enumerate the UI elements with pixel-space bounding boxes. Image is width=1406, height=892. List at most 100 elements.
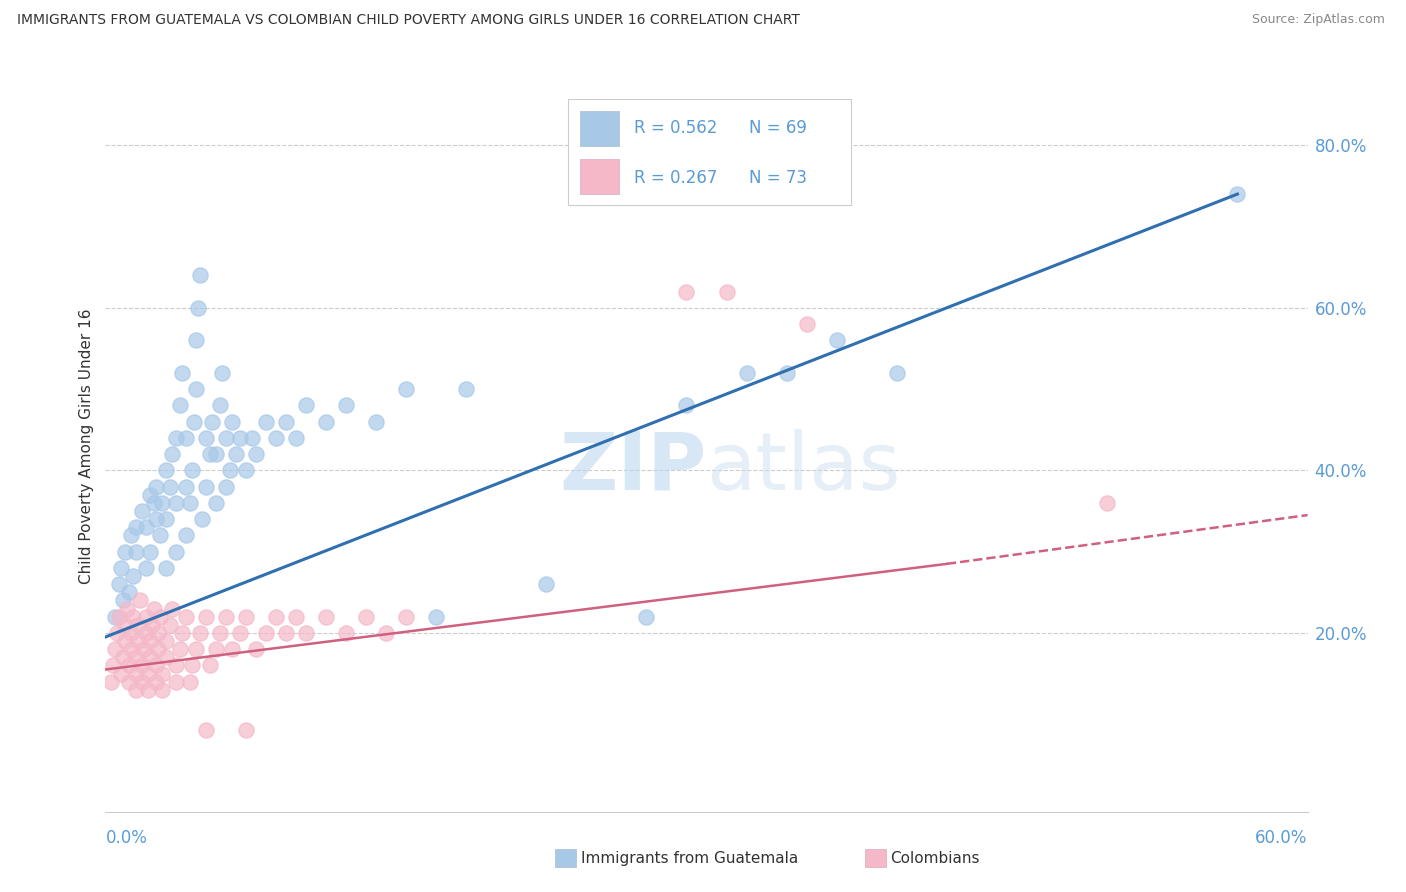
Point: [165, 431, 187, 445]
Point: [395, 382, 418, 396]
Point: [155, 512, 177, 526]
Point: [335, 626, 357, 640]
Point: [245, 642, 267, 657]
Point: [131, 504, 153, 518]
Point: [165, 658, 187, 673]
Point: [284, 431, 307, 445]
Text: N = 69: N = 69: [748, 119, 807, 136]
FancyBboxPatch shape: [581, 159, 619, 194]
Point: [138, 650, 160, 665]
Point: [118, 674, 141, 689]
FancyBboxPatch shape: [568, 99, 851, 204]
Point: [214, 480, 236, 494]
Point: [240, 431, 263, 445]
Point: [148, 528, 170, 542]
Point: [221, 642, 243, 657]
Point: [121, 528, 143, 542]
Point: [138, 544, 160, 558]
Point: [127, 617, 149, 632]
Point: [221, 415, 243, 429]
Point: [194, 480, 217, 494]
Point: [194, 723, 217, 738]
Point: [174, 528, 197, 542]
Point: [214, 431, 236, 445]
Text: atlas: atlas: [707, 429, 901, 507]
Point: [776, 366, 799, 380]
Point: [184, 382, 207, 396]
Point: [204, 447, 226, 461]
Point: [145, 674, 167, 689]
Point: [131, 674, 153, 689]
Point: [208, 398, 231, 412]
Point: [110, 561, 132, 575]
Y-axis label: Child Poverty Among Girls Under 16: Child Poverty Among Girls Under 16: [79, 309, 94, 583]
Point: [254, 626, 277, 640]
Point: [118, 658, 141, 673]
Point: [160, 447, 183, 461]
Point: [114, 617, 136, 632]
Point: [146, 642, 169, 657]
Point: [100, 674, 122, 689]
Text: 60.0%: 60.0%: [1256, 829, 1308, 847]
Point: [194, 609, 217, 624]
Point: [1097, 496, 1119, 510]
Point: [148, 609, 170, 624]
Text: 0.0%: 0.0%: [105, 829, 148, 847]
Point: [184, 334, 207, 348]
Point: [716, 285, 738, 299]
Point: [145, 658, 167, 673]
Point: [335, 398, 357, 412]
Point: [201, 415, 224, 429]
Point: [374, 626, 398, 640]
Point: [170, 366, 193, 380]
Point: [104, 642, 127, 657]
Point: [198, 447, 221, 461]
Point: [315, 415, 337, 429]
Point: [254, 415, 277, 429]
Point: [364, 415, 387, 429]
Point: [214, 609, 236, 624]
Point: [395, 609, 418, 624]
Point: [354, 609, 377, 624]
Point: [245, 447, 267, 461]
Point: [1226, 187, 1249, 202]
Point: [104, 609, 127, 624]
Text: ZIP: ZIP: [560, 429, 707, 507]
Point: [735, 366, 758, 380]
Point: [135, 561, 157, 575]
Text: Source: ZipAtlas.com: Source: ZipAtlas.com: [1251, 13, 1385, 27]
Point: [122, 609, 145, 624]
Point: [274, 415, 297, 429]
Point: [131, 658, 153, 673]
Text: IMMIGRANTS FROM GUATEMALA VS COLOMBIAN CHILD POVERTY AMONG GIRLS UNDER 16 CORREL: IMMIGRANTS FROM GUATEMALA VS COLOMBIAN C…: [17, 13, 800, 28]
FancyBboxPatch shape: [581, 111, 619, 146]
Point: [138, 634, 160, 648]
Point: [124, 520, 146, 534]
Point: [128, 593, 150, 607]
Point: [155, 463, 177, 477]
Point: [112, 650, 135, 665]
Point: [135, 626, 157, 640]
Point: [159, 480, 181, 494]
Point: [170, 626, 193, 640]
Point: [112, 593, 135, 607]
Point: [190, 512, 212, 526]
Point: [169, 642, 191, 657]
Point: [180, 658, 202, 673]
Point: [124, 666, 146, 681]
Point: [121, 642, 143, 657]
Point: [127, 634, 149, 648]
Point: [142, 601, 165, 615]
Point: [295, 398, 318, 412]
Point: [534, 577, 557, 591]
Point: [110, 666, 132, 681]
Point: [122, 569, 145, 583]
Point: [204, 496, 226, 510]
Text: R = 0.267: R = 0.267: [634, 169, 717, 186]
Point: [454, 382, 477, 396]
Point: [235, 463, 257, 477]
Point: [150, 666, 173, 681]
Point: [264, 609, 287, 624]
Point: [228, 626, 250, 640]
Point: [107, 626, 129, 640]
